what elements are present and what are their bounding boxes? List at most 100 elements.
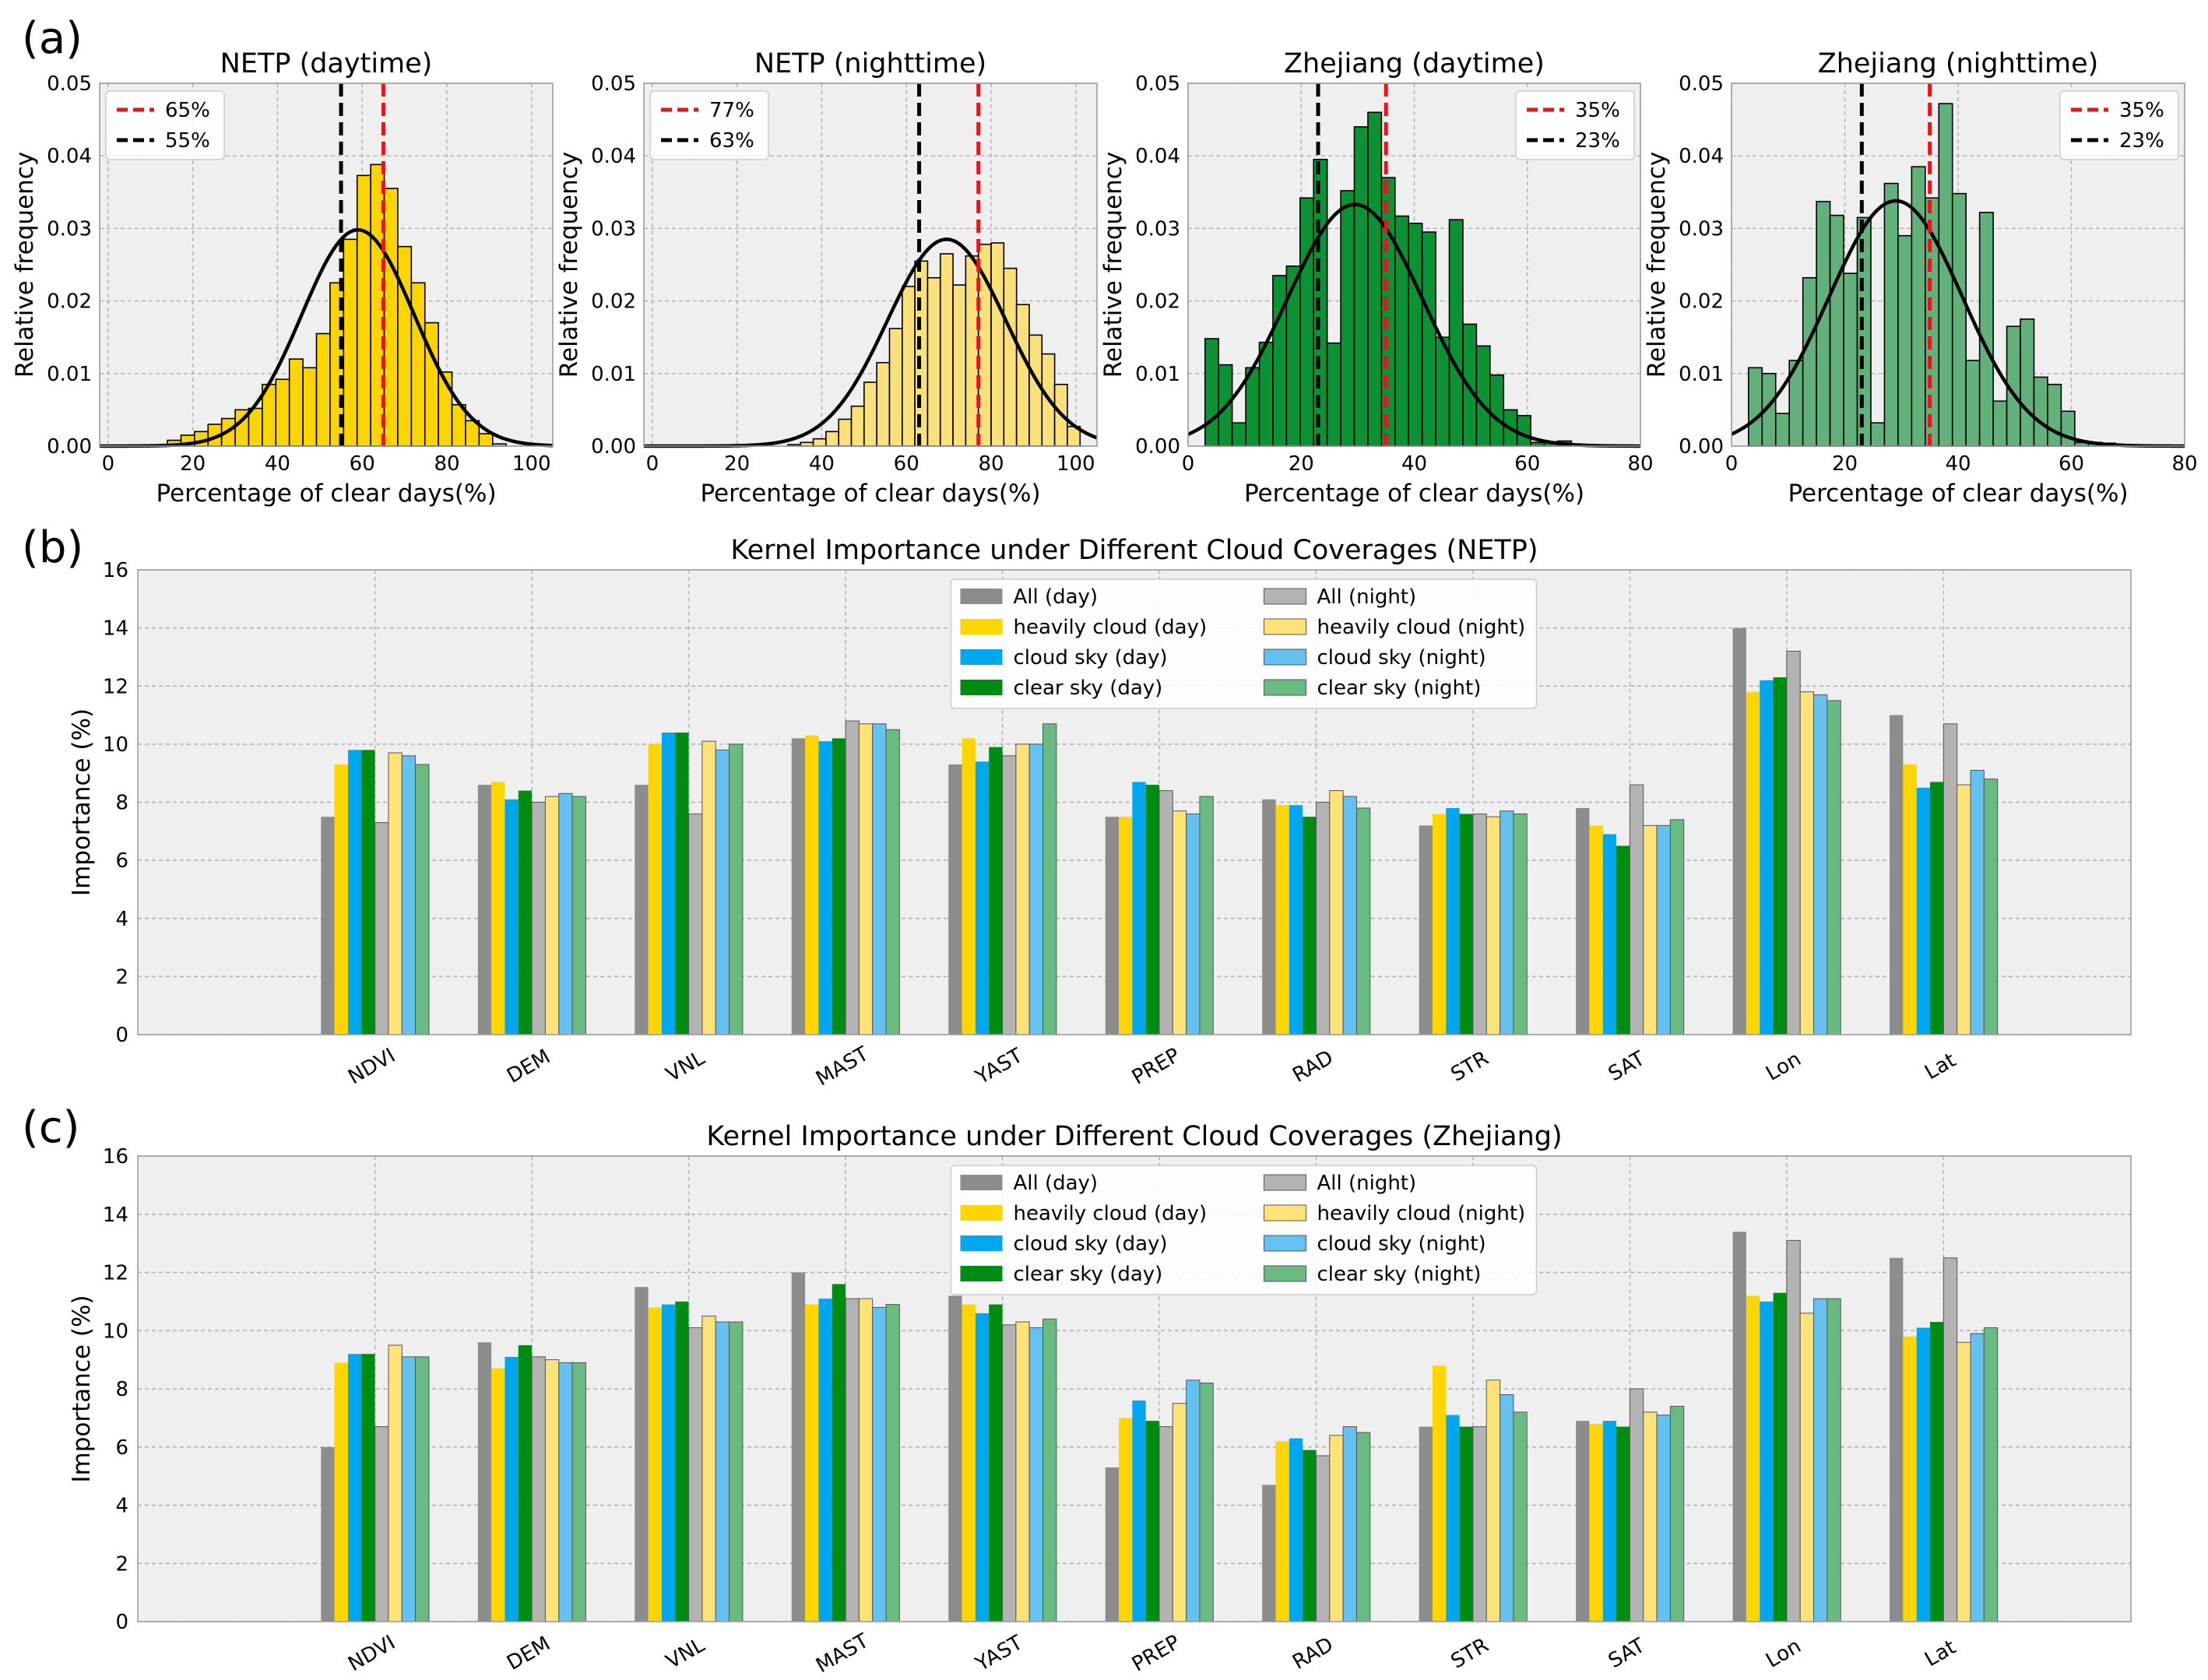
hist3-bar bbox=[1258, 341, 1274, 447]
hist1-legend-label: 65% bbox=[165, 99, 210, 122]
barc-frame bbox=[137, 1155, 2132, 1622]
hist3-title: Zhejiang (daytime) bbox=[1284, 48, 1545, 79]
hist2-legend-label: 77% bbox=[709, 99, 754, 122]
hist2-group: 0.00 0.01 0.02 0.03 0.04 0.05 0 20 40 60 80 100 NETP… bbox=[555, 48, 1098, 508]
hist1-title: NETP (daytime) bbox=[220, 48, 433, 79]
barc-legend-swatch bbox=[960, 1235, 1003, 1251]
barc-bar bbox=[1930, 1322, 1944, 1622]
barb-bar bbox=[1262, 799, 1276, 1035]
barb-xtick-label: Lon bbox=[1762, 1047, 1805, 1085]
hist2-xtick-label: 80 bbox=[978, 452, 1004, 476]
panel-label-b: (b) bbox=[22, 522, 83, 573]
barb-bar bbox=[791, 738, 806, 1035]
hist3-bar bbox=[1326, 342, 1341, 447]
hist1-ytick-label: 0.05 bbox=[47, 72, 92, 96]
hist4-bar bbox=[1802, 276, 1817, 447]
barc-xtick-label: STR bbox=[1447, 1633, 1493, 1673]
barb-legend-box bbox=[950, 578, 1538, 709]
barb-bar bbox=[661, 732, 676, 1035]
barc-legend-label: heavily cloud (night) bbox=[1317, 1202, 1525, 1225]
barc-bar bbox=[374, 1426, 389, 1622]
hist2-xtick-label: 20 bbox=[724, 452, 750, 476]
hist4-bar bbox=[1843, 272, 1858, 447]
hist4-bar bbox=[1992, 400, 2008, 447]
barc-bar bbox=[1472, 1426, 1487, 1622]
hist3-bar bbox=[1231, 422, 1246, 447]
barb-bar bbox=[1432, 814, 1447, 1035]
barb-bar bbox=[688, 813, 703, 1035]
barb-bar bbox=[1890, 715, 1904, 1035]
barb-bar bbox=[558, 793, 573, 1035]
barb-bar bbox=[729, 743, 744, 1035]
hist3-xtick-label: 80 bbox=[1627, 452, 1653, 476]
hist4-xtick-label: 60 bbox=[2059, 452, 2084, 476]
barb-title: Kernel Importance under Different Cloud … bbox=[730, 535, 1538, 566]
barc-legend-label: clear sky (day) bbox=[1013, 1263, 1162, 1286]
hist1-legend-label: 55% bbox=[165, 129, 210, 153]
hist4-bar bbox=[1965, 360, 1981, 447]
barc-xtick-label: NDVI bbox=[344, 1631, 399, 1676]
barc-bar bbox=[415, 1356, 430, 1622]
hist2-ytick-label: 0.04 bbox=[591, 145, 636, 168]
barc-bar bbox=[1983, 1327, 1999, 1622]
barb-bar bbox=[1930, 782, 1944, 1035]
hist2-xtick-label: 60 bbox=[894, 452, 919, 476]
barc-xtick-label: DEM bbox=[503, 1632, 554, 1675]
barc-bar bbox=[872, 1306, 887, 1622]
hist3-fit-curve bbox=[1187, 202, 1641, 448]
hist3-group: 0.00 0.01 0.02 0.03 0.04 0.05 0 20 40 60 80 Zhejian… bbox=[1099, 48, 1654, 508]
hist1-xtick-label: 60 bbox=[350, 452, 375, 476]
barb-bar bbox=[1446, 807, 1460, 1035]
barc-bar bbox=[544, 1359, 560, 1622]
hist1-bar bbox=[397, 245, 413, 447]
barc-ytick-label: 8 bbox=[115, 1378, 128, 1401]
barc-bar bbox=[1957, 1341, 1971, 1622]
hist3-ytick-label: 0.05 bbox=[1135, 72, 1180, 96]
barb-bar bbox=[1576, 807, 1590, 1035]
barb-bar bbox=[388, 752, 403, 1035]
barc-xtick-label: RAD bbox=[1289, 1633, 1337, 1674]
hist4-ytick-label: 0.05 bbox=[1679, 72, 1724, 96]
barb-bar bbox=[701, 740, 716, 1035]
barc-legend-swatch bbox=[960, 1175, 1003, 1190]
barc-bar bbox=[347, 1354, 362, 1622]
barb-xtick-label: DEM bbox=[503, 1045, 554, 1088]
hist4-legend-label: 35% bbox=[2119, 99, 2164, 122]
barb-bar bbox=[1746, 691, 1760, 1035]
hist2-ytick-label: 0.03 bbox=[591, 217, 636, 241]
barb-bar bbox=[1342, 796, 1357, 1035]
barc-bar bbox=[1576, 1421, 1590, 1622]
barb-bar bbox=[1616, 845, 1630, 1035]
barc-bar bbox=[1015, 1321, 1030, 1622]
barc-bar bbox=[1943, 1257, 1958, 1622]
barb-bar bbox=[518, 790, 533, 1035]
barc-bar bbox=[635, 1287, 649, 1622]
panel-label-c: (c) bbox=[22, 1102, 79, 1153]
barb-ytick-label: 0 bbox=[115, 1024, 128, 1047]
barc-bar bbox=[1289, 1438, 1303, 1622]
barc-bar bbox=[518, 1344, 533, 1622]
barc-bar bbox=[1916, 1327, 1931, 1622]
barc-ytick-label: 6 bbox=[115, 1436, 128, 1460]
barc-bar bbox=[1732, 1232, 1746, 1622]
barb-bar bbox=[1513, 813, 1528, 1035]
barb-bar bbox=[872, 723, 887, 1035]
hist4-fit-curve bbox=[1731, 199, 2185, 448]
barb-bar bbox=[491, 782, 505, 1035]
barc-legend-swatch bbox=[1263, 1174, 1306, 1191]
hist1-ylabel: Relative frequency bbox=[11, 152, 39, 378]
barb-bar bbox=[1827, 700, 1841, 1035]
barc-legend-swatch bbox=[1263, 1235, 1306, 1252]
barb-xtick-label: VNL bbox=[663, 1046, 709, 1087]
barb-legend-label: clear sky (day) bbox=[1013, 677, 1162, 700]
hist3-xtick-label: 0 bbox=[1182, 452, 1195, 476]
barc-bar bbox=[648, 1307, 662, 1622]
barc-ytick-label: 16 bbox=[103, 1145, 128, 1169]
barc-bar bbox=[1616, 1426, 1630, 1622]
barc-bar bbox=[1002, 1324, 1017, 1622]
barb-bar bbox=[805, 735, 819, 1035]
barb-legend-swatch bbox=[960, 589, 1003, 604]
barc-bar bbox=[1199, 1383, 1214, 1622]
barc-legend-label: cloud sky (night) bbox=[1317, 1232, 1485, 1256]
hist3-bar bbox=[1340, 190, 1355, 447]
